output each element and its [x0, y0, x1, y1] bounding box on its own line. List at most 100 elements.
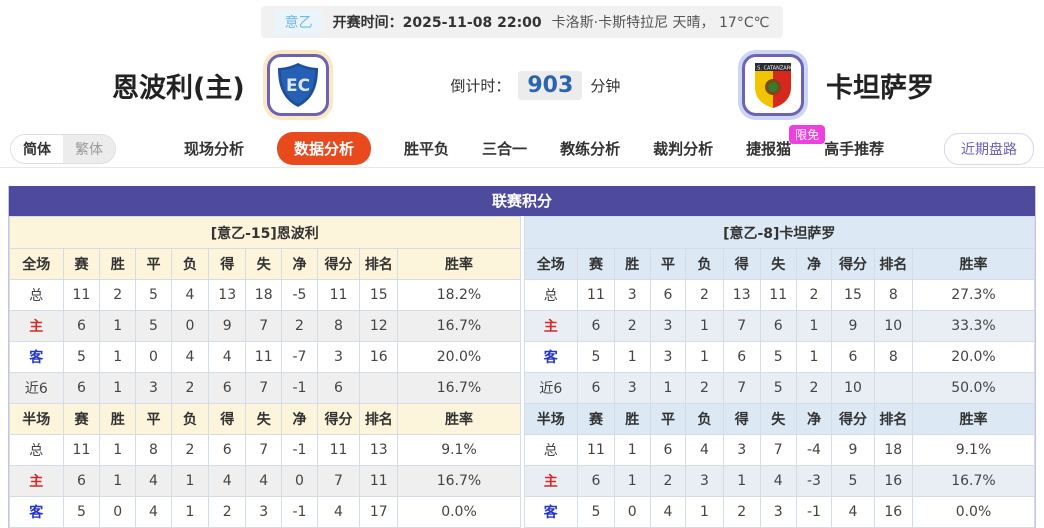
lang-simplified[interactable]: 简体 [11, 134, 63, 163]
stat-cell: 16.7% [397, 372, 521, 404]
column-header: 胜 [613, 403, 651, 435]
column-header: 赛 [577, 248, 615, 280]
tab-three-in-one[interactable]: 三合一 [482, 140, 528, 158]
home-team-name: 恩波利(主) [112, 72, 245, 104]
stat-cell: 1 [99, 434, 137, 466]
stat-cell: 2 [722, 496, 761, 528]
tab-coach-analysis[interactable]: 教练分析 [560, 140, 621, 158]
row-label: 客 [523, 496, 579, 528]
column-header: 胜率 [911, 403, 1036, 435]
stat-cell: 0 [99, 496, 137, 528]
stat-cell: 5 [135, 310, 172, 342]
column-header: 排名 [873, 248, 913, 280]
league-standings-section: 联赛积分 [意乙-15]恩波利 全场赛胜平负得失净得分 排名 胜率总 11 2 5 4 13 18… [8, 186, 1036, 528]
stat-cell: 7 [759, 434, 797, 466]
stat-cell: 0 [170, 310, 210, 342]
stat-cell: 4 [135, 465, 172, 497]
column-header: 净 [281, 403, 318, 435]
standings-row: 总 11 1 6 4 3 7 -4 9 18 9.1% [523, 434, 1036, 466]
tab-jiebao-cat[interactable]: 捷报猫 限免 [746, 125, 826, 159]
team-title: [意乙-15]恩波利 [9, 216, 521, 249]
stat-cell: 4 [245, 465, 283, 497]
column-header: 排名 [359, 248, 399, 280]
stat-cell: 4 [135, 496, 172, 528]
stat-cell: 1 [170, 465, 210, 497]
stat-cell: 18 [873, 434, 913, 466]
row-label: 近6 [9, 372, 64, 404]
tab-live-analysis[interactable]: 现场分析 [184, 140, 245, 158]
stat-cell: 3 [649, 341, 687, 373]
stat-cell: 6 [208, 434, 247, 466]
column-header: 净 [795, 248, 833, 280]
away-team-name: 卡坦萨罗 [826, 72, 934, 104]
stat-cell: 4 [759, 465, 797, 497]
stat-cell: 2 [685, 372, 724, 404]
stat-cell: 11 [359, 465, 399, 497]
column-header: 得 [722, 248, 761, 280]
column-header: 负 [685, 248, 724, 280]
row-label: 总 [9, 279, 64, 311]
stat-cell: 2 [649, 465, 687, 497]
away-team-block: U.S. CATANZARO 卡坦萨罗 [738, 50, 934, 120]
standings-row: 主 6 2 3 1 7 6 1 9 10 33.3% [523, 310, 1036, 342]
stat-cell: 1 [685, 341, 724, 373]
column-header: 胜 [99, 248, 137, 280]
standings-row: 客 5 0 4 1 2 3 -1 4 16 0.0% [523, 496, 1036, 528]
row-label: 主 [523, 465, 579, 497]
column-header: 胜 [99, 403, 137, 435]
standings-row: 总 11 2 5 4 13 18 -5 11 15 18.2% [9, 279, 521, 311]
stat-cell: 5 [577, 341, 615, 373]
stat-cell: 4 [170, 341, 210, 373]
stat-cell: -1 [795, 496, 833, 528]
tab-expert-picks[interactable]: 高手推荐 [824, 140, 885, 158]
column-header: 得 [208, 248, 247, 280]
stat-cell: 16 [873, 496, 913, 528]
away-standings-half: [意乙-8]卡坦萨罗 全场赛胜平负得失净得分 排名 胜率总 11 3 6 2 13 11 2 15 8 2… [523, 216, 1036, 528]
column-header: 排名 [359, 403, 399, 435]
stat-cell: 5 [62, 496, 101, 528]
stat-cell: 5 [759, 372, 797, 404]
stat-cell: 0 [281, 465, 318, 497]
column-header: 排名 [873, 403, 913, 435]
stat-cell: 12 [359, 310, 399, 342]
column-header: 得分 [831, 248, 875, 280]
stat-cell: 5 [135, 279, 172, 311]
stat-cell: 10 [831, 372, 875, 404]
stat-cell: 3 [613, 279, 651, 311]
row-label: 总 [523, 434, 579, 466]
tab-referee-analysis[interactable]: 裁判分析 [653, 140, 714, 158]
column-header: 净 [281, 248, 318, 280]
stat-cell: 0.0% [397, 496, 521, 528]
team-title: [意乙-8]卡坦萨罗 [523, 216, 1035, 249]
kickoff-time: 开赛时间：2025-11-08 22:00 [332, 15, 542, 31]
home-standings-table: [意乙-15]恩波利 全场赛胜平负得失净得分 排名 胜率总 11 2 5 4 13 18 -5 11 1… [9, 216, 521, 528]
recent-handicap-button[interactable]: 近期盘路 [944, 132, 1034, 165]
league-badge: 意乙 [274, 10, 323, 34]
column-header: 胜率 [397, 248, 521, 280]
stat-cell: 17 [359, 496, 399, 528]
stat-cell: 5 [831, 465, 875, 497]
stat-cell: 5 [62, 341, 101, 373]
tab-data-analysis[interactable]: 数据分析 [277, 132, 372, 165]
stat-cell: 11 [759, 279, 797, 311]
stat-cell: 5 [577, 496, 615, 528]
column-header: 全场 [9, 248, 64, 280]
stat-cell: 6 [649, 434, 687, 466]
stat-cell: 13 [359, 434, 399, 466]
stat-cell [359, 372, 399, 404]
stat-cell: 6 [62, 465, 101, 497]
row-label: 客 [9, 341, 64, 373]
tab-win-draw-loss[interactable]: 胜平负 [404, 140, 450, 158]
lang-traditional[interactable]: 繁体 [63, 134, 115, 163]
countdown: 倒计时： 903 分钟 [333, 70, 738, 100]
column-header: 胜 [613, 248, 651, 280]
stat-cell: 6 [577, 465, 615, 497]
stat-cell: 9 [831, 434, 875, 466]
stat-cell: 9 [208, 310, 247, 342]
column-header: 得 [722, 403, 761, 435]
stat-cell: 20.0% [397, 341, 521, 373]
column-header: 半场 [523, 403, 579, 435]
stat-cell: 4 [316, 496, 361, 528]
stat-cell: -7 [281, 341, 318, 373]
standings-row: 近6 6 1 3 2 6 7 -1 6 16.7% [9, 372, 521, 404]
